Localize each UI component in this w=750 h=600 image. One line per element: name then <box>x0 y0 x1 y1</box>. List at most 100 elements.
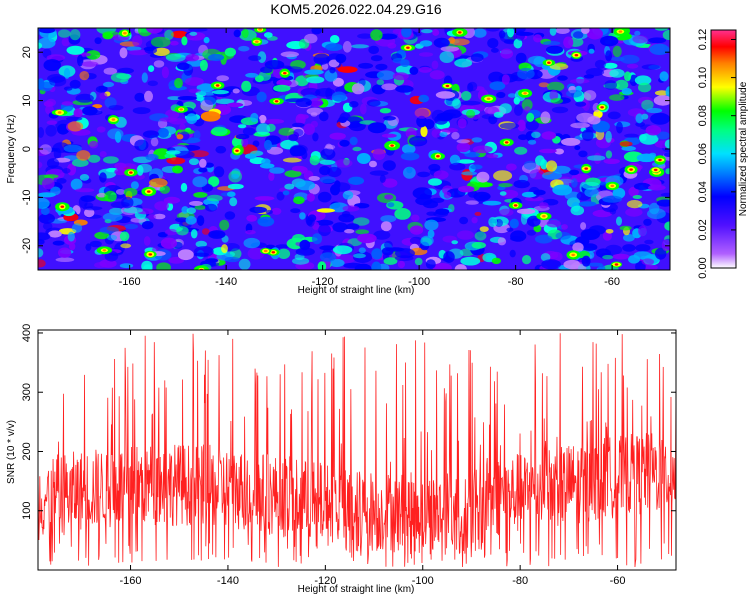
heatmap-cell <box>513 104 523 116</box>
heatmap-cell <box>638 82 652 93</box>
snr-x-tick-label: -160 <box>120 575 142 587</box>
heatmap-cell <box>514 146 528 155</box>
heatmap-cell <box>172 165 183 174</box>
snr-y-tick-label: 100 <box>21 502 33 520</box>
heatmap-cell <box>433 170 449 180</box>
heatmap-cell <box>456 139 470 144</box>
heatmap-cell <box>169 40 179 46</box>
heatmap-cell <box>342 190 354 200</box>
heatmap-cell <box>555 28 570 34</box>
heatmap-cell <box>304 69 324 75</box>
heatmap-cell <box>470 53 484 62</box>
colorbar-ticks: 0.00 0.02 0.04 0.06 0.08 0.10 0.12 <box>697 29 736 279</box>
heatmap-cell <box>382 178 398 188</box>
heatmap-cell <box>569 78 590 84</box>
heatmap-cell <box>319 176 336 184</box>
heatmap-cell <box>431 128 442 138</box>
heatmap-cell <box>342 41 352 53</box>
heatmap-cell <box>165 109 180 120</box>
heatmap-cell <box>541 259 561 270</box>
heatmap-cell <box>371 261 382 270</box>
heatmap-cell <box>381 83 397 91</box>
heatmap-cell <box>395 85 414 93</box>
heatmap-cell <box>331 91 347 102</box>
heatmap-cell <box>199 59 208 71</box>
colorbar-tick-label: 0.00 <box>697 257 709 278</box>
heatmap-cell <box>573 31 584 39</box>
heatmap-cell <box>67 231 75 242</box>
heatmap-cell <box>317 191 332 203</box>
heatmap-cell <box>102 81 115 88</box>
heatmap-cell <box>531 131 541 138</box>
heatmap-cell <box>71 158 89 167</box>
heatmap-cell <box>517 67 535 80</box>
heatmap-cell <box>39 28 56 34</box>
heatmap-cell <box>628 186 639 197</box>
heatmap-cell <box>123 187 138 197</box>
heatmap-cell <box>185 77 204 86</box>
heatmap-cell <box>81 61 99 67</box>
heatmap-x-tick-label: -80 <box>508 276 524 288</box>
heatmap-cell <box>529 169 545 180</box>
heatmap-cell <box>533 34 543 43</box>
heatmap-cell <box>204 93 217 105</box>
heatmap-cell <box>71 223 83 233</box>
heatmap-cell <box>330 184 340 196</box>
heatmap-cell <box>325 144 336 150</box>
heatmap-cell <box>235 133 250 140</box>
heatmap-cell <box>493 170 513 182</box>
heatmap-cell <box>351 44 369 49</box>
heatmap-cell <box>432 29 440 36</box>
heatmap-cell <box>451 240 459 245</box>
heatmap-cell <box>610 184 615 188</box>
heatmap-cell <box>605 130 612 143</box>
heatmap-cell <box>115 188 126 195</box>
heatmap-cell <box>328 59 340 68</box>
heatmap-cell <box>464 152 480 158</box>
heatmap-cell <box>56 178 67 184</box>
heatmap-cell <box>215 98 235 105</box>
heatmap-cell <box>458 185 475 193</box>
heatmap-cell <box>102 249 107 252</box>
heatmap-cell <box>195 240 207 248</box>
heatmap-cell <box>271 207 282 215</box>
heatmap-cell <box>373 230 391 240</box>
heatmap-cell <box>318 224 331 237</box>
heatmap-cell <box>619 225 632 231</box>
heatmap-cell <box>132 35 143 47</box>
heatmap-cell <box>180 182 188 192</box>
heatmap-cell <box>82 206 103 211</box>
heatmap-cell <box>103 67 118 75</box>
heatmap-cell <box>639 134 647 142</box>
heatmap-cell <box>224 211 236 220</box>
heatmap-cell <box>338 116 347 123</box>
heatmap-cell <box>395 248 415 259</box>
heatmap-cell <box>621 146 636 151</box>
heatmap-cell <box>509 249 516 258</box>
heatmap-cell <box>46 158 60 169</box>
heatmap-cell <box>257 216 275 227</box>
heatmap-cell <box>516 208 536 215</box>
snr-x-tick-label: -100 <box>412 575 434 587</box>
heatmap-cell <box>63 144 82 153</box>
heatmap-cell <box>525 119 539 131</box>
heatmap-cell <box>291 165 306 172</box>
heatmap-cell <box>600 35 619 47</box>
heatmap-cell <box>306 107 324 116</box>
heatmap-cell <box>549 89 559 101</box>
heatmap-cell <box>124 223 139 230</box>
heatmap-cell <box>632 195 642 199</box>
heatmap-cell <box>142 130 160 138</box>
heatmap-cell <box>521 191 537 198</box>
heatmap-cell <box>466 109 476 119</box>
heatmap-cell <box>306 216 315 227</box>
heatmap-cell <box>157 127 169 138</box>
heatmap-cell <box>284 170 302 178</box>
heatmap-cell <box>129 171 133 174</box>
heatmap-cell <box>181 206 189 214</box>
heatmap-cell <box>339 139 350 147</box>
heatmap-cell <box>312 132 319 142</box>
heatmap-cell <box>141 72 148 83</box>
heatmap-cell <box>295 247 315 256</box>
